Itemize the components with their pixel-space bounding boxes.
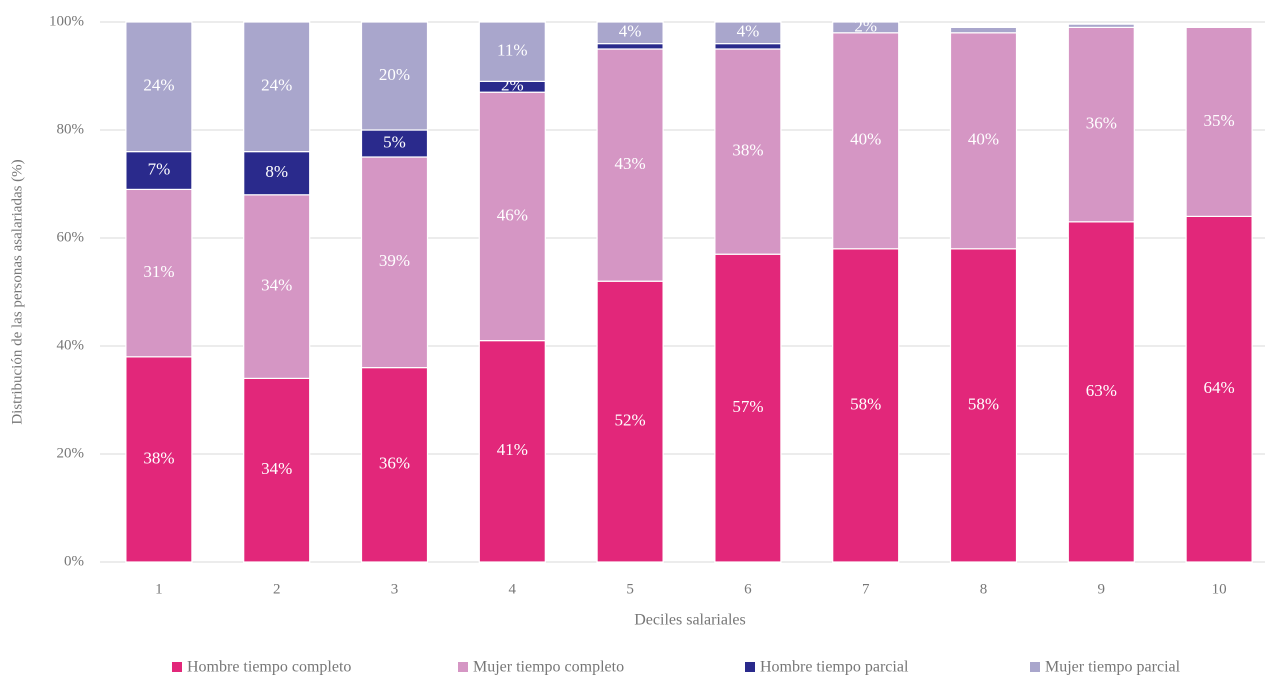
value-label: 11%: [497, 41, 528, 60]
bar-segment: [360, 129, 429, 158]
bar-segment: [243, 151, 311, 196]
bar-segment: [478, 340, 546, 563]
bar-segment: [243, 194, 311, 380]
bar-segment: [832, 32, 900, 250]
x-tick-label: 2: [273, 581, 281, 597]
value-label: 46%: [497, 205, 528, 224]
bar-segment: [360, 21, 429, 131]
legend-label: Hombre tiempo parcial: [760, 659, 909, 676]
bar-segment: [360, 156, 429, 369]
bar-segment: [949, 32, 1018, 250]
value-label: 43%: [615, 154, 646, 173]
value-label: 40%: [968, 130, 999, 149]
legend-label: Mujer tiempo parcial: [1045, 659, 1181, 676]
x-tick-label: 5: [626, 581, 634, 597]
value-label: 36%: [1086, 114, 1117, 133]
x-tick-label: 9: [1098, 581, 1106, 597]
value-label: 34%: [261, 276, 292, 295]
value-label: 63%: [1086, 381, 1117, 400]
x-axis-title: Deciles salariales: [634, 612, 746, 629]
bar-segment: [1067, 26, 1135, 223]
bar-segment: [596, 21, 664, 45]
bar-segment: [596, 48, 664, 282]
y-tick-label: 60%: [57, 229, 85, 245]
value-label: 5%: [383, 132, 406, 151]
bar-segment: [832, 21, 900, 34]
value-label: 64%: [1204, 378, 1235, 397]
bar-segment: [596, 280, 664, 563]
bar-segment: [714, 253, 782, 563]
value-label: 39%: [379, 251, 410, 270]
bar-segment: [125, 21, 193, 153]
legend-label: Hombre tiempo completo: [187, 659, 351, 676]
y-axis-title: Distribución de las personas asalariadas…: [9, 159, 25, 424]
bar-segment: [714, 42, 782, 50]
value-label: 4%: [619, 22, 642, 41]
x-tick-label: 4: [509, 581, 517, 597]
bar-segment: [360, 367, 429, 563]
value-label: 4%: [737, 22, 760, 41]
x-tick-label: 10: [1212, 581, 1227, 597]
bar-segment: [243, 377, 311, 563]
x-tick-label: 8: [980, 581, 988, 597]
bar-segment: [243, 21, 311, 153]
value-label: 58%: [968, 394, 999, 413]
legend-swatch: [458, 662, 468, 672]
value-label: 38%: [732, 141, 763, 160]
y-tick-label: 40%: [57, 337, 85, 353]
value-label: 38%: [143, 448, 174, 467]
value-label: 58%: [850, 394, 881, 413]
bar-segment: [125, 188, 193, 358]
legend-label: Mujer tiempo completo: [473, 659, 624, 676]
legend-swatch: [172, 662, 182, 672]
bar-segment: [714, 21, 782, 45]
value-label: 52%: [615, 411, 646, 430]
value-label: 41%: [497, 440, 528, 459]
value-label: 57%: [732, 397, 763, 416]
legend-swatch: [745, 662, 755, 672]
y-tick-label: 80%: [57, 121, 85, 137]
bar-segment: [478, 91, 546, 342]
x-tick-label: 6: [744, 581, 752, 597]
value-label: 7%: [148, 159, 171, 178]
legend-swatch: [1030, 662, 1040, 672]
bar-segment: [478, 21, 546, 83]
y-tick-label: 0%: [64, 553, 84, 569]
bar-segment: [1067, 23, 1135, 28]
value-label: 40%: [850, 130, 881, 149]
bar-segment: [714, 48, 782, 255]
value-label: 20%: [379, 65, 410, 84]
y-tick-label: 20%: [57, 445, 85, 461]
bar-segment: [949, 26, 1018, 34]
bar-segment: [125, 356, 193, 563]
value-label: 36%: [379, 454, 410, 473]
value-label: 35%: [1204, 111, 1235, 130]
value-label: 2%: [854, 16, 877, 35]
value-label: 24%: [143, 76, 174, 95]
y-tick-label: 100%: [49, 13, 84, 29]
x-tick-label: 3: [391, 581, 399, 597]
bar-segment: [125, 151, 193, 191]
bar-segment: [949, 248, 1018, 563]
value-label: 34%: [261, 459, 292, 478]
bar-segment: [832, 248, 900, 563]
bar-segment: [1185, 26, 1253, 217]
x-tick-label: 7: [862, 581, 870, 597]
value-label: 31%: [143, 262, 174, 281]
value-label: 8%: [265, 162, 288, 181]
bar-segment: [1067, 221, 1135, 563]
x-tick-label: 1: [155, 581, 163, 597]
bar-segment: [596, 42, 664, 50]
value-label: 24%: [261, 76, 292, 95]
